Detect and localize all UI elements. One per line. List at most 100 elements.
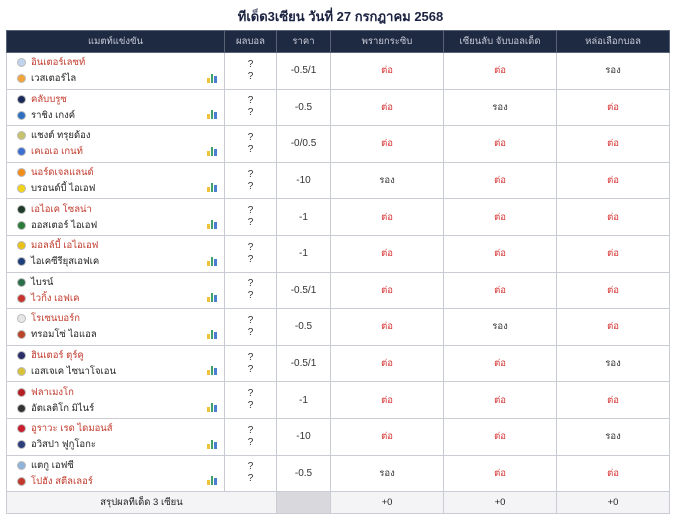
home-team[interactable]: ฟลาเมงโก — [17, 384, 220, 400]
home-team-logo-icon — [17, 424, 26, 434]
home-score: ? — [247, 168, 254, 180]
summary-price-cell — [276, 491, 331, 515]
home-team[interactable]: มอลล์บี้ เอไอเอฟ — [17, 238, 220, 254]
tipster1-pick: ต่อ — [330, 308, 444, 346]
tipster1-pick: ต่อ — [330, 52, 444, 90]
tipster3-pick: ต่อ — [556, 125, 670, 163]
stats-chart-icon[interactable] — [207, 146, 217, 156]
score-cell: ?? — [224, 125, 277, 163]
home-score: ? — [247, 351, 254, 363]
home-team-logo-icon — [17, 58, 26, 68]
tipster2-pick: ต่อ — [443, 417, 557, 456]
away-team-logo-icon — [17, 367, 26, 377]
table-row: แตกู เอฟซี โปฮัง สตีลเลอร์?? -0.5 รอง ต่อ ต่อ — [6, 454, 670, 493]
match-cell[interactable]: อูราวะ เรด ไดมอนส์ อวิสปา ฟูกูโอกะ — [6, 417, 225, 456]
away-team-name: ไอเคซีรียุสเอฟเค — [31, 256, 100, 268]
home-score: ? — [247, 58, 254, 70]
stats-chart-icon[interactable] — [207, 402, 217, 412]
away-team-logo-icon — [17, 440, 26, 450]
tipster1-pick: รอง — [330, 454, 444, 493]
stats-chart-icon[interactable] — [207, 256, 217, 266]
tipster1-pick: ต่อ — [330, 271, 444, 310]
home-team[interactable]: อูราวะ เรด ไดมอนส์ — [17, 421, 220, 437]
tipster2-pick: ต่อ — [443, 271, 557, 310]
tipster2-pick: ต่อ — [443, 125, 557, 163]
home-team-name: นอร์ดเจลแลนด์ — [31, 167, 94, 179]
match-cell[interactable]: โรเซนบอร์กทรอมโซ่ ไอแอล — [6, 308, 225, 346]
score-cell: ?? — [224, 308, 277, 346]
away-team-logo-icon — [17, 184, 26, 194]
match-cell[interactable]: อินเตอร์เลซท์ เวสเตอร์ไล — [6, 52, 225, 90]
home-score: ? — [247, 314, 254, 326]
away-team[interactable]: ไวกิ้ง เอฟเค — [17, 290, 220, 306]
tipster3-pick: ต่อ — [556, 381, 670, 419]
away-score: ? — [247, 107, 254, 119]
home-team[interactable]: เอไอเค โซลน่า — [17, 201, 220, 217]
away-team[interactable]: ราชิง เกงค์ — [17, 107, 220, 123]
away-team[interactable]: โปฮัง สตีลเลอร์ — [17, 473, 220, 489]
away-team[interactable]: เวสเตอร์ไล — [17, 71, 220, 87]
match-cell[interactable]: คลับบรูซ ราชิง เกงค์ — [6, 88, 225, 127]
away-score: ? — [247, 290, 254, 302]
home-team-name: โรเซนบอร์ก — [31, 313, 80, 325]
away-team-name: เอสเจเค ไซนาโจเอน — [31, 366, 116, 378]
tipster2-pick: ต่อ — [443, 381, 557, 419]
away-team[interactable]: อวิสปา ฟูกูโอกะ — [17, 437, 220, 453]
away-team[interactable]: บรอนด์บี้ ไอเอฟ — [17, 181, 220, 197]
home-team-logo-icon — [17, 314, 26, 324]
match-cell[interactable]: แตกู เอฟซีโปฮัง สตีลเลอร์ — [6, 454, 225, 493]
summary-tipster3: +0 — [556, 491, 670, 515]
match-cell[interactable]: นอร์ดเจลแลนด์บรอนด์บี้ ไอเอฟ — [6, 161, 225, 200]
match-cell[interactable]: ฟลาเมงโก อัตเลติโก มิไนร์ — [6, 381, 225, 419]
match-cell[interactable]: มอลล์บี้ เอไอเอฟไอเคซีรียุสเอฟเค — [6, 234, 225, 273]
score-cell: ?? — [224, 271, 277, 310]
tipster2-pick: ต่อ — [443, 234, 557, 273]
match-cell[interactable]: ฮินเตอร์ ตุร์คูเอสเจเค ไซนาโจเอน — [6, 344, 225, 383]
home-team[interactable]: คลับบรูซ — [17, 91, 220, 107]
handicap-price: -10 — [276, 161, 331, 200]
away-team[interactable]: ออสเตอร์ ไอเอฟ — [17, 217, 220, 233]
home-score: ? — [247, 131, 254, 143]
away-team[interactable]: เคเอเอ เกนท์ — [17, 144, 220, 160]
home-team[interactable]: แตกู เอฟซี — [17, 457, 220, 473]
home-team-name: แตกู เอฟซี — [31, 459, 74, 471]
home-team-logo-icon — [17, 460, 26, 470]
summary-label: สรุปผลทีเด็ด 3 เซียน — [6, 491, 277, 515]
summary-tipster1: +0 — [330, 491, 444, 515]
score-cell: ?? — [224, 417, 277, 456]
away-team[interactable]: เอสเจเค ไซนาโจเอน — [17, 364, 220, 380]
home-team[interactable]: อินเตอร์เลซท์ — [17, 55, 220, 71]
stats-chart-icon[interactable] — [207, 219, 217, 229]
stats-chart-icon[interactable] — [207, 329, 217, 339]
home-team[interactable]: โรเซนบอร์ก — [17, 311, 220, 327]
stats-chart-icon[interactable] — [207, 476, 217, 486]
table-header-row: แมตท์แข่งขัน ผลบอล ราคา พรายกระซิบ เซียน… — [6, 30, 670, 53]
away-team-name: โปฮัง สตีลเลอร์ — [31, 475, 93, 487]
score-cell: ?? — [224, 198, 277, 236]
col-header-score: ผลบอล — [224, 30, 277, 53]
away-team[interactable]: ไอเคซีรียุสเอฟเค — [17, 254, 220, 270]
match-cell[interactable]: แชงต์ ทรุยด้อง เคเอเอ เกนท์ — [6, 125, 225, 163]
away-team-logo-icon — [17, 330, 26, 340]
stats-chart-icon[interactable] — [207, 183, 217, 193]
score-cell: ?? — [224, 88, 277, 127]
away-team[interactable]: ทรอมโซ่ ไอแอล — [17, 327, 220, 343]
stats-chart-icon[interactable] — [207, 73, 217, 83]
home-team[interactable]: แชงต์ ทรุยด้อง — [17, 128, 220, 144]
home-team[interactable]: นอร์ดเจลแลนด์ — [17, 165, 220, 181]
stats-chart-icon[interactable] — [207, 366, 217, 376]
stats-chart-icon[interactable] — [207, 293, 217, 303]
match-cell[interactable]: ไบรน์ ไวกิ้ง เอฟเค — [6, 271, 225, 310]
tipster3-pick: รอง — [556, 52, 670, 90]
away-team-logo-icon — [17, 257, 26, 267]
table-row: คลับบรูซ ราชิง เกงค์?? -0.5 ต่อ รอง ต่อ — [6, 88, 670, 127]
home-team[interactable]: ฮินเตอร์ ตุร์คู — [17, 348, 220, 364]
match-cell[interactable]: เอไอเค โซลน่า ออสเตอร์ ไอเอฟ — [6, 198, 225, 236]
away-team[interactable]: อัตเลติโก มิไนร์ — [17, 400, 220, 416]
col-header-tipster3: หล่อเลือกบอล — [556, 30, 670, 53]
table-row: แชงต์ ทรุยด้อง เคเอเอ เกนท์?? -0/0.5 ต่อ ต่อ… — [6, 125, 670, 163]
summary-row: สรุปผลทีเด็ด 3 เซียน +0 +0 +0 — [6, 491, 670, 515]
stats-chart-icon[interactable] — [207, 110, 217, 120]
home-team[interactable]: ไบรน์ — [17, 274, 220, 290]
stats-chart-icon[interactable] — [207, 439, 217, 449]
